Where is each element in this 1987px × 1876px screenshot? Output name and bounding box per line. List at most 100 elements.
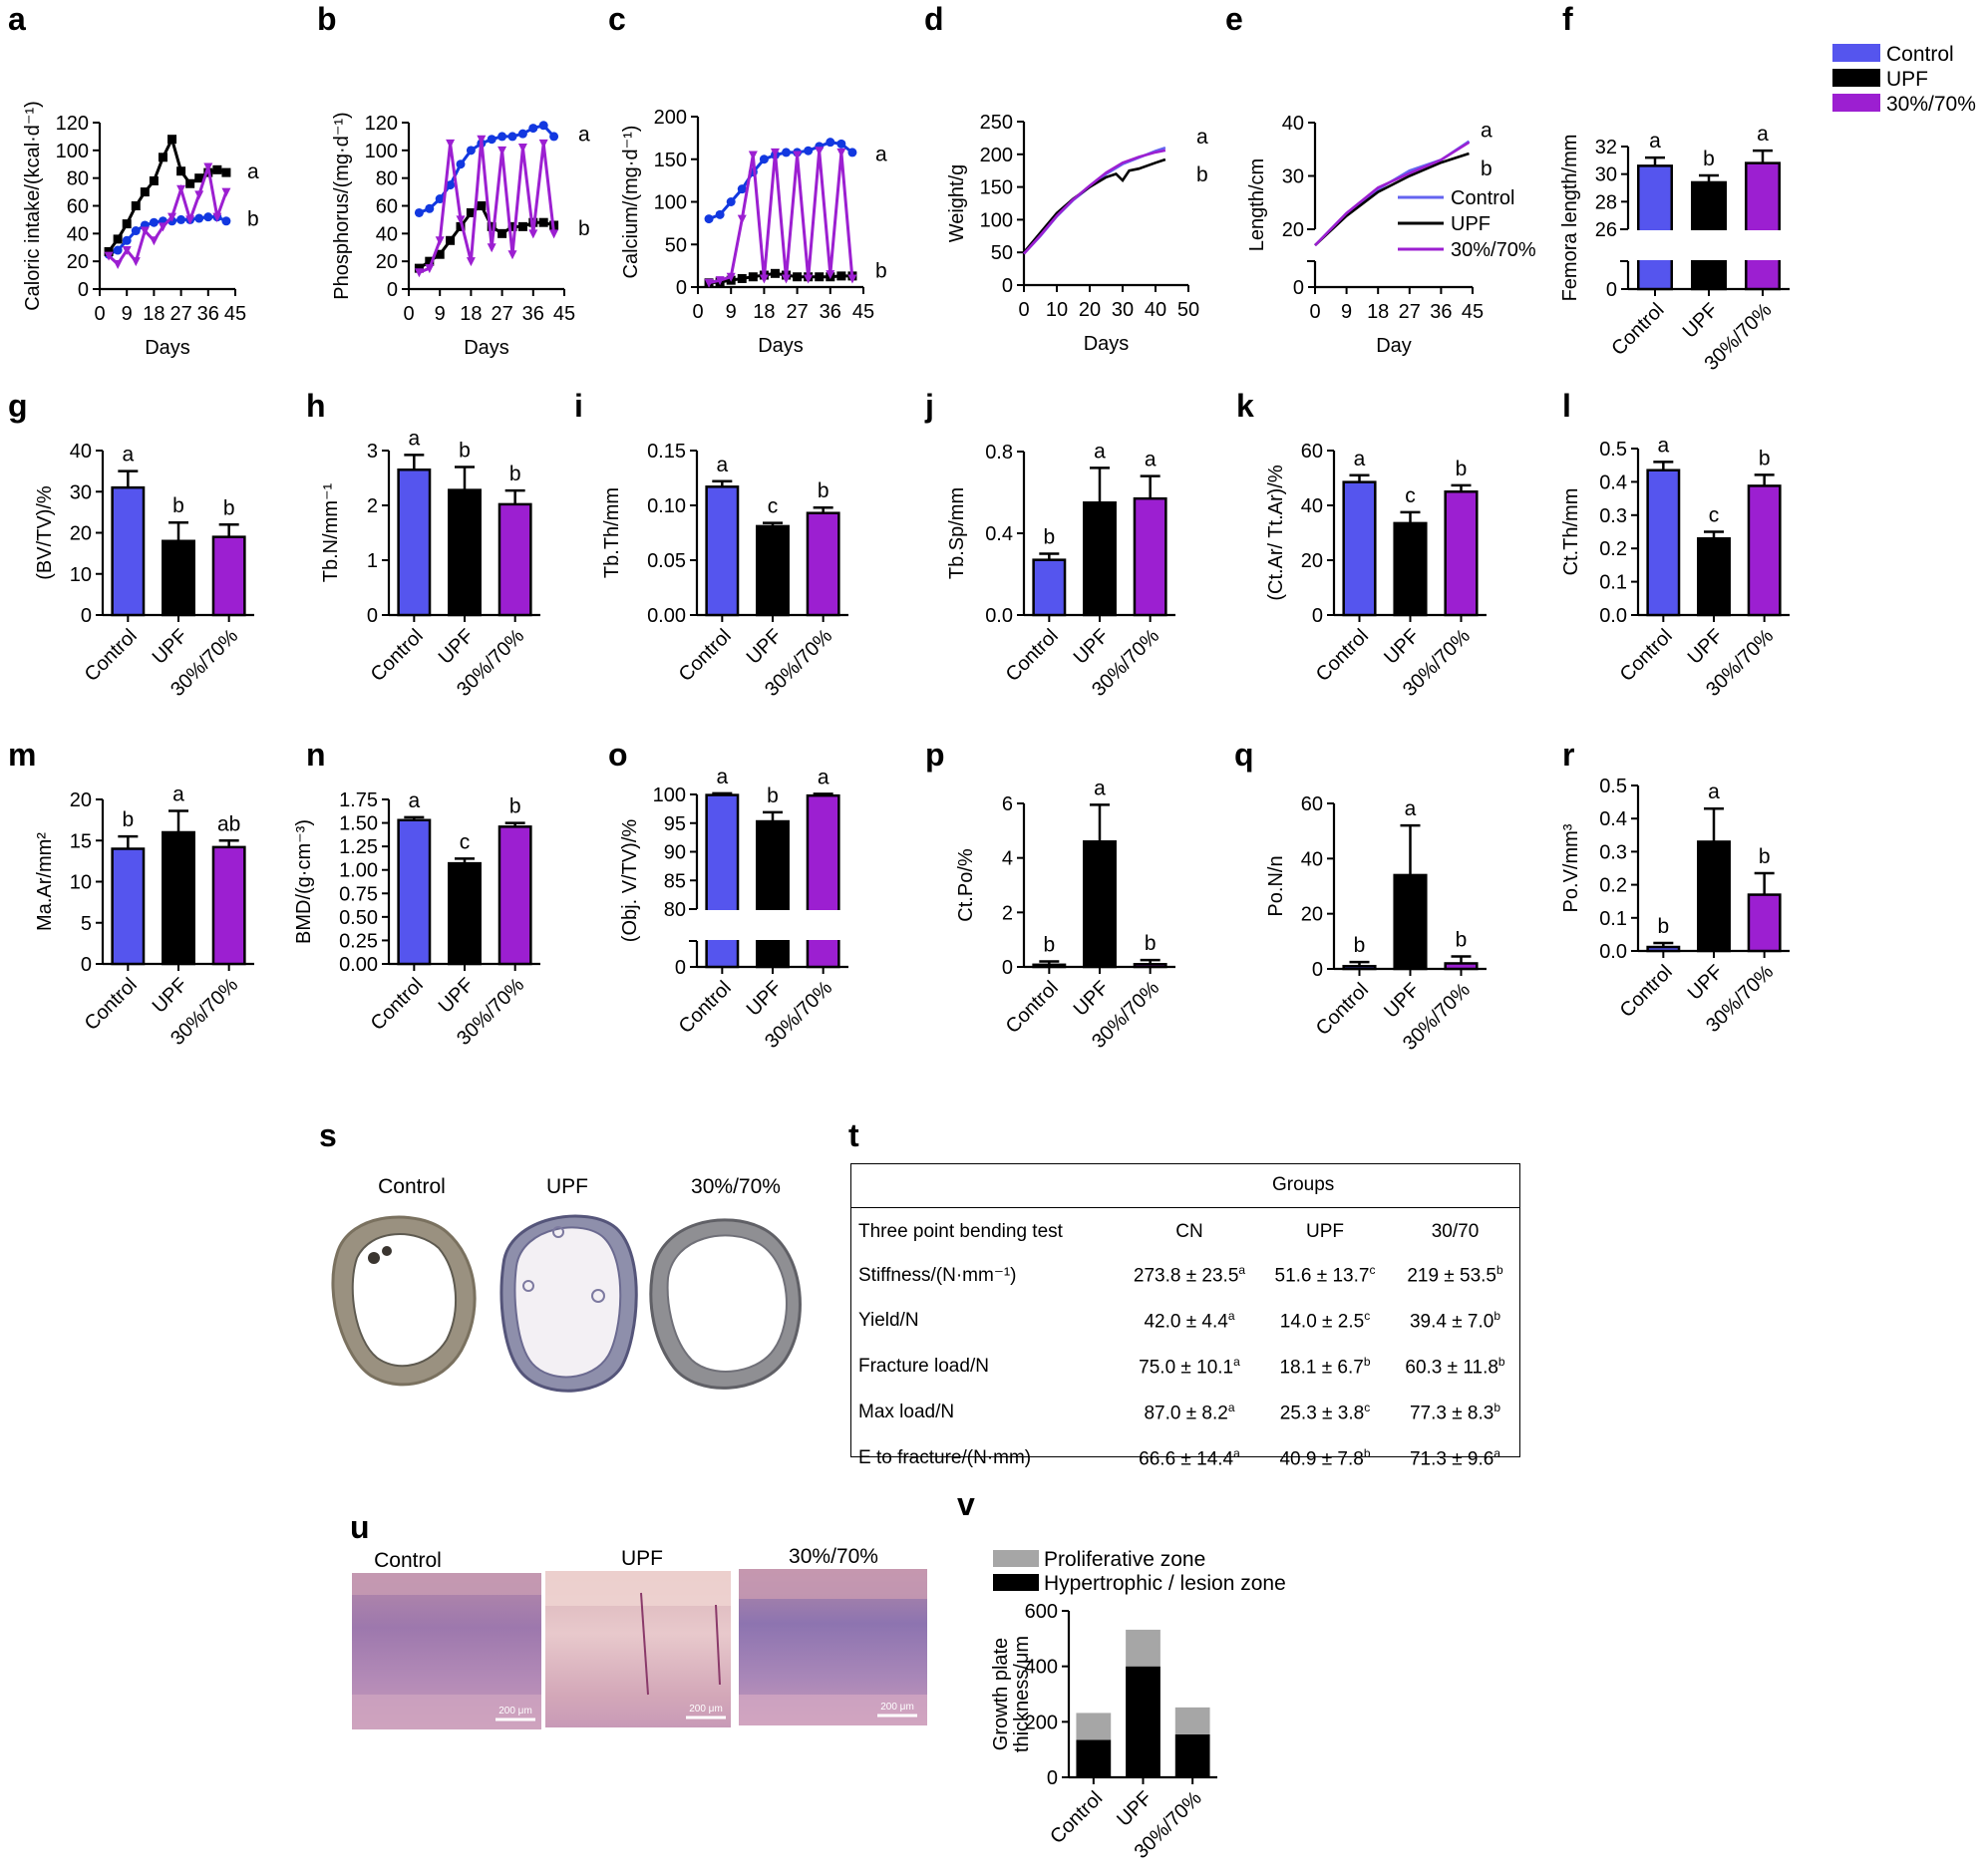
panel-m-bar-2 — [211, 845, 246, 966]
panel-r-bar-1 — [1697, 840, 1731, 953]
panel-c-x-tick-label-4: 36 — [820, 301, 841, 323]
panel-b-series-2-point-1 — [425, 264, 435, 274]
panel-n-category-label-1: UPF — [435, 974, 479, 1018]
panel-k-bar-0 — [1342, 480, 1377, 617]
panel-m-y-label: Ma.Ar/mm² — [34, 832, 56, 931]
panel-r-sig-letter-0: b — [1657, 915, 1669, 938]
panel-b-x-tick-label-2: 18 — [460, 303, 482, 325]
panel-l-y-label: Ct.Th/mm — [1560, 488, 1582, 576]
panel-b-series-1-point-1 — [425, 256, 435, 266]
column-header-upf: UPF — [1306, 1221, 1344, 1242]
panel-a-x-tick-label-1: 9 — [122, 303, 133, 325]
panel-b-series-1-point-9 — [507, 221, 517, 231]
bending-test-table: Three point bending test CN UPF 30/70 St… — [851, 1212, 1519, 1481]
panel-c-series-2-point-1 — [715, 276, 725, 286]
panel-f-category-label-0: Control — [1607, 299, 1668, 360]
cell-mix-superscript: a — [1493, 1445, 1501, 1460]
panel-q-y-label: Po.N/n — [1265, 855, 1287, 916]
panel-b-x-tick-label-4: 36 — [522, 303, 544, 325]
panel-letter-l: l — [1562, 388, 1571, 424]
panel-l-y-tick-label-2: 0.2 — [1599, 538, 1627, 560]
panel-a-y-tick-label-2: 40 — [67, 223, 89, 245]
panel-g-sig-letter-0: a — [122, 444, 134, 467]
panel-a-series-1-point-3 — [131, 201, 141, 210]
panel-f-bar-0 — [1637, 164, 1673, 291]
panel-c-series-2-point-7 — [782, 274, 792, 284]
panel-n-bar-chart: 0.000.250.500.751.001.251.501.75 BMD/(g·c… — [293, 789, 540, 1050]
panel-c-series-1-point-3 — [737, 273, 747, 283]
panel-l-y-tick-label-4: 0.4 — [1599, 471, 1627, 493]
panel-j-category-label-0: Control — [1002, 625, 1063, 686]
cell-cn-value: 87.0 ± 8.2 — [1144, 1403, 1228, 1424]
panel-n-sig-letter-1: c — [460, 830, 471, 853]
panel-q-y-tick-label-3: 60 — [1301, 793, 1323, 815]
panel-v-y-label-line1: Growth plate — [990, 1638, 1012, 1750]
panel-e-x-tick-label-3: 27 — [1399, 301, 1421, 323]
panel-n-category-label-0: Control — [367, 974, 428, 1035]
panel-b-series-2-point-9 — [507, 250, 517, 260]
panel-v-category-label-0: Control — [1046, 1787, 1107, 1848]
cell-cn-value: 66.6 ± 14.4 — [1139, 1448, 1234, 1470]
panel-k-category-label-0: Control — [1312, 625, 1373, 686]
panel-o-category-label-1: UPF — [743, 977, 787, 1021]
panel-c-series-0-point-13 — [847, 148, 857, 157]
panel-letter-t: t — [848, 1117, 859, 1153]
panel-f-bar-1-break — [1689, 230, 1729, 260]
panel-h-bar-0 — [397, 469, 432, 617]
panel-o-y-tick-label-4: 95 — [664, 813, 686, 835]
panel-d-series-2-line — [1023, 149, 1166, 255]
panel-b-series-2-point-2 — [435, 236, 445, 246]
cell-upf-value: 51.6 ± 13.7 — [1274, 1265, 1370, 1287]
panel-t-bending-table: Groups Three point bending test CN UPF 3… — [850, 1163, 1520, 1469]
panel-i-sig-letter-1: c — [768, 495, 779, 518]
panel-h-y-tick-label-2: 2 — [367, 495, 378, 517]
panel-letter-c: c — [608, 1, 626, 37]
panel-s-label-control: Control — [378, 1175, 446, 1198]
panel-c-series-1-point-4 — [748, 272, 758, 282]
panel-a-series-1-point-9 — [185, 178, 195, 188]
panel-c-y-tick-label-2: 100 — [654, 192, 687, 214]
panel-n-bar-2 — [497, 825, 532, 966]
panel-k-y-tick-label-1: 20 — [1301, 550, 1323, 572]
panel-q-bar-2 — [1444, 962, 1479, 971]
panel-c-series-2-point-9 — [804, 274, 814, 284]
panel-b-series-1-point-0 — [414, 263, 424, 273]
panel-letter-f: f — [1562, 1, 1573, 37]
panel-g-y-tick-label-3: 30 — [70, 481, 92, 503]
panel-i-bar-0 — [705, 485, 740, 617]
panel-b-series-2-point-3 — [446, 139, 456, 149]
panel-m-bar-1 — [162, 830, 195, 966]
panel-d-y-label: Weight/g — [946, 164, 968, 243]
table-row: Stiffness/(N·mm⁻¹) 273.8 ± 23.5a 51.6 ± 13… — [851, 1252, 1519, 1298]
panel-q-category-label-0: Control — [1312, 979, 1373, 1040]
panel-r-y-label: Po.V/mm³ — [1560, 823, 1582, 912]
panel-r-category-label-0: Control — [1616, 961, 1677, 1022]
panel-e-x-tick-label-4: 36 — [1430, 301, 1452, 323]
panel-g-y-tick-label-4: 40 — [70, 441, 92, 463]
cell-upf: 40.9 ± 7.8b — [1259, 1435, 1391, 1481]
panel-l-sig-letter-2: b — [1759, 447, 1771, 469]
panel-p-sig-letter-1: a — [1094, 777, 1106, 799]
panel-b-series-2-point-6 — [477, 135, 487, 145]
legend: Control UPF 30%/70% — [1832, 43, 1976, 116]
panel-a-series-1-point-1 — [113, 234, 123, 244]
panel-letter-u: u — [350, 1509, 370, 1545]
panel-letter-k: k — [1236, 388, 1254, 424]
panel-c-sig-letter-0: a — [875, 143, 887, 165]
panel-b-series-2-point-13 — [549, 229, 559, 239]
cell-cn: 87.0 ± 8.2a — [1120, 1390, 1259, 1435]
panel-e-y-tick-label-2: 30 — [1282, 166, 1304, 188]
cell-upf: 25.3 ± 3.8c — [1259, 1390, 1391, 1435]
cell-mix-superscript: b — [1493, 1308, 1501, 1323]
panel-n-y-tick-label-2: 0.50 — [339, 907, 378, 929]
cell-cn-superscript: a — [1233, 1354, 1240, 1369]
panel-d-series-1-line — [1023, 157, 1166, 254]
panel-c-x-tick-label-0: 0 — [692, 301, 703, 323]
panel-p-y-tick-label-2: 4 — [1002, 848, 1013, 870]
panel-o-y-label: (Obj. V/TV)/% — [619, 819, 641, 943]
panel-l-sig-letter-1: c — [1709, 504, 1720, 527]
panel-a-series-1-point-7 — [167, 135, 177, 145]
